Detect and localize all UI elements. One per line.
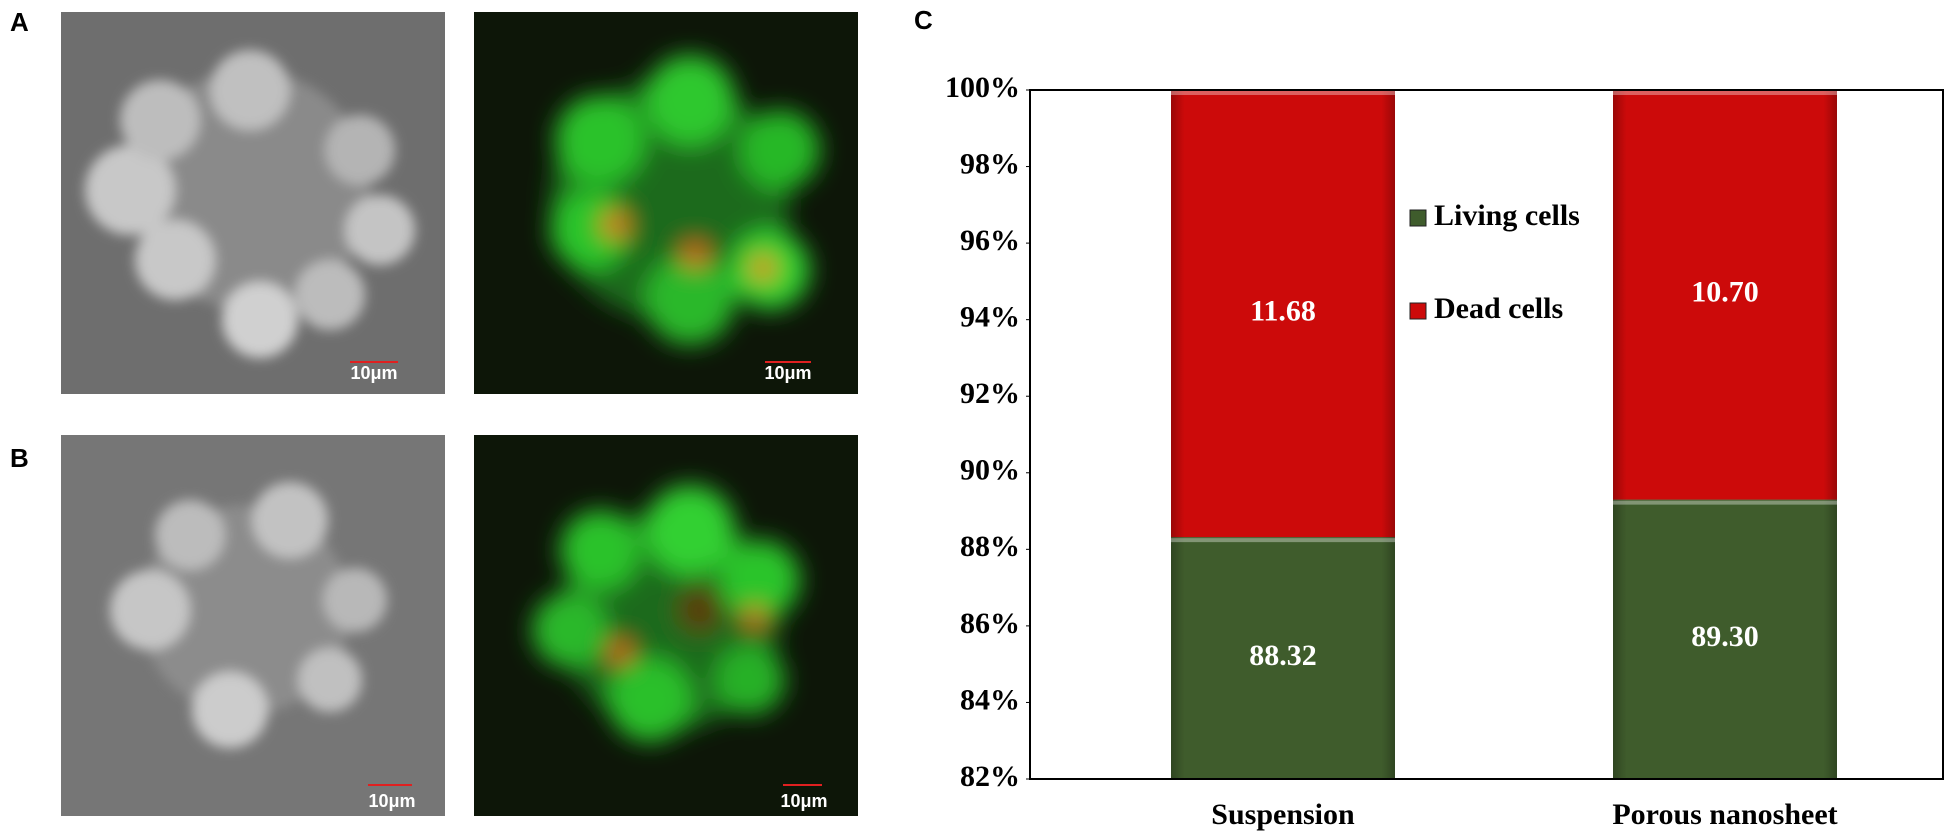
bar-bevel bbox=[1613, 499, 1837, 779]
y-tick-label: 90% bbox=[960, 454, 1020, 487]
legend-label: Living cells bbox=[1434, 199, 1580, 232]
panel-label: A bbox=[10, 7, 29, 37]
bar-bevel bbox=[1171, 90, 1395, 538]
scale-bar-label: 10μm bbox=[350, 363, 397, 383]
bar-bevel bbox=[1171, 537, 1395, 779]
bar-bevel bbox=[1613, 90, 1837, 500]
scale-bars bbox=[350, 361, 822, 786]
y-tick-label: 96% bbox=[960, 224, 1020, 257]
x-tick-label: Suspension bbox=[1211, 798, 1355, 831]
scale-bar-label: 10μm bbox=[764, 363, 811, 383]
y-tick-label: 88% bbox=[960, 530, 1020, 563]
fluorescence-image bbox=[474, 12, 858, 394]
panel-label: B bbox=[10, 443, 29, 473]
scale-bar-label: 10μm bbox=[368, 791, 415, 811]
micrograph bbox=[61, 435, 445, 816]
micrograph bbox=[61, 12, 445, 394]
plot-frame bbox=[1029, 89, 1944, 780]
value-label: 10.70 bbox=[1691, 276, 1759, 309]
legend-label: Dead cells bbox=[1434, 292, 1563, 325]
panel-label: C bbox=[914, 5, 933, 35]
legend-swatch bbox=[1409, 302, 1427, 320]
fluorescence-image bbox=[474, 435, 858, 816]
y-tick-label: 82% bbox=[960, 760, 1020, 793]
scale-bar-label: 10μm bbox=[780, 791, 827, 811]
x-tick-label: Porous nanosheet bbox=[1612, 798, 1837, 831]
y-tick-label: 86% bbox=[960, 607, 1020, 640]
value-label: 89.30 bbox=[1691, 620, 1759, 653]
y-tick-label: 100% bbox=[945, 71, 1020, 104]
y-tick-label: 94% bbox=[960, 301, 1020, 334]
y-tick-label: 98% bbox=[960, 147, 1020, 180]
value-label: 88.32 bbox=[1249, 639, 1317, 672]
y-tick-label: 84% bbox=[960, 683, 1020, 716]
y-tick-label: 92% bbox=[960, 377, 1020, 410]
value-label: 11.68 bbox=[1250, 294, 1316, 327]
chart: 82% 84% 86% 88% 90% 92% 94% 96% 98% 100% Suspensio… bbox=[945, 71, 1838, 831]
legend-swatch bbox=[1409, 209, 1427, 227]
